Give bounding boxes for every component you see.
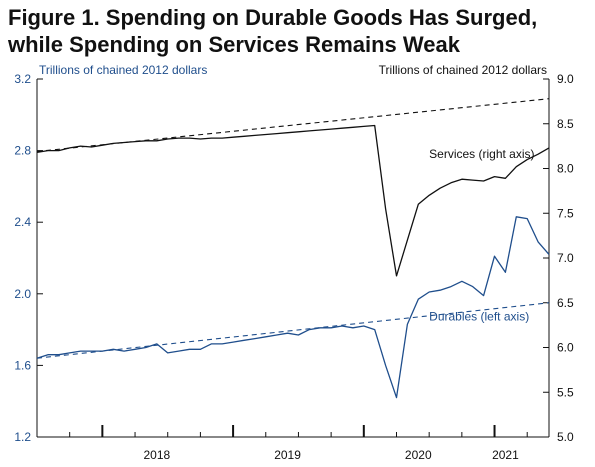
chart-title-line-1: Figure 1. Spending on Durable Goods Has … [8,5,538,30]
right-tick-label: 8.5 [557,117,574,131]
chart-title: Figure 1. Spending on Durable Goods Has … [8,4,588,58]
right-tick-label: 5.0 [557,430,574,444]
x-tick-label: 2018 [143,448,170,462]
right-tick-label: 9.0 [557,72,574,86]
series-layer [36,98,550,399]
right-tick-label: 6.5 [557,296,574,310]
x-tick-label: 2020 [405,448,432,462]
durables-line [36,216,550,399]
durables-trend-line [36,302,550,359]
right-tick-label: 7.5 [557,206,574,220]
right-axis-label: Trillions of chained 2012 dollars [379,63,547,77]
labels-layer: 1.2 1.6 2.0 2.4 2.8 3.2 5.0 5.5 6.0 6.5 7.0 7.5 8.0 8… [14,63,574,462]
left-tick-label: 2.8 [14,144,31,158]
services-trend-line [36,98,550,153]
right-tick-label: 7.0 [557,251,574,265]
left-axis-label: Trillions of chained 2012 dollars [39,63,207,77]
left-tick-label: 1.2 [14,430,31,444]
right-tick-label: 8.0 [557,162,574,176]
left-tick-label: 1.6 [14,358,31,372]
x-tick-label: 2019 [274,448,301,462]
left-tick-label: 2.0 [14,287,31,301]
right-tick-label: 6.0 [557,341,574,355]
left-tick-label: 3.2 [14,72,31,86]
services-series-label: Services (right axis) [429,147,534,161]
left-tick-label: 2.4 [14,215,31,229]
durables-series-label: Durables (left axis) [429,310,529,324]
chart-title-line-2: while Spending on Services Remains Weak [8,32,460,57]
axes [36,78,550,438]
x-tick-label: 2021 [492,448,519,462]
right-tick-label: 5.5 [557,385,574,399]
